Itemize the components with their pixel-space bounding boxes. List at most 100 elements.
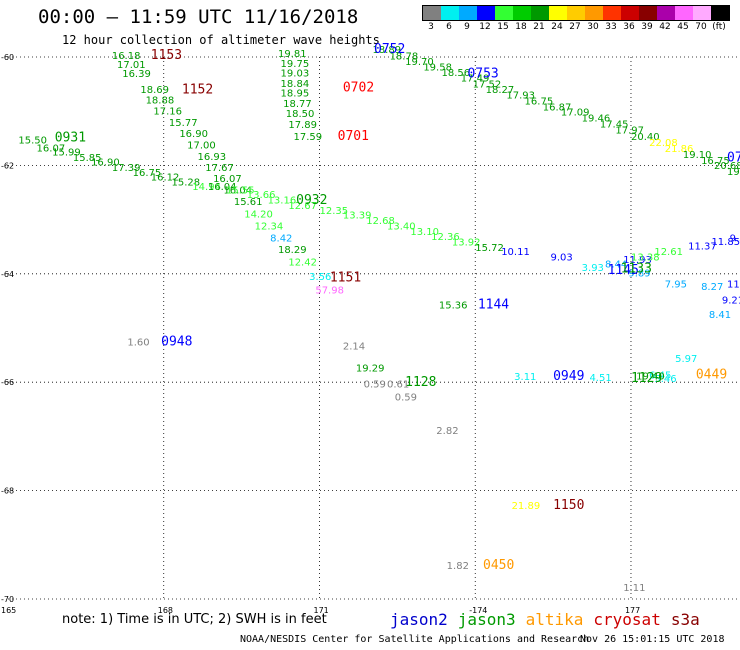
pass-time-label: 0449 xyxy=(696,367,727,382)
pass-time-label: 1151 xyxy=(330,270,361,285)
wave-height-value: 13.92 xyxy=(452,238,481,249)
wave-height-value: 1.11 xyxy=(623,583,645,594)
colorbar-swatch xyxy=(423,6,441,20)
wave-height-value: 19.03 xyxy=(281,69,310,80)
wave-height-value: 10.11 xyxy=(501,247,530,258)
satellite-legend-item: jason2 xyxy=(390,610,448,629)
wave-height-value: 16.75 xyxy=(525,97,554,108)
pass-time-label: 0932 xyxy=(296,193,327,208)
wave-height-value: 16.18 xyxy=(112,51,141,62)
wave-height-value: 13.10 xyxy=(410,227,439,238)
wave-height-value: 8.44 xyxy=(605,259,627,270)
pass-time-label: 0702 xyxy=(343,81,374,96)
wave-height-value: 17.00 xyxy=(187,141,216,152)
colorbar-swatch xyxy=(477,6,495,20)
pass-time-label: 0948 xyxy=(161,334,192,349)
wave-height-value: 16.75 xyxy=(701,156,730,167)
wave-height-value: 57.98 xyxy=(315,285,344,296)
wave-height-value: 16.87 xyxy=(543,103,572,114)
colorbar-label: 36 xyxy=(623,22,635,32)
wave-height-value: 21.86 xyxy=(665,144,694,155)
wave-height-value: 16.90 xyxy=(91,157,120,168)
pass-time-label: 1153 xyxy=(151,48,182,63)
satellite-legend-item: jason3 xyxy=(457,610,516,629)
axis-labels: -60 -62 -64 -66 -68 -70 165 168 171 -174 177 xyxy=(1,53,640,615)
wave-height-colorbar xyxy=(422,5,730,21)
wave-height-value: 3.56 xyxy=(309,272,331,283)
pass-time-label: 0753 xyxy=(467,67,498,82)
wave-height-value: 13.16 xyxy=(268,195,297,206)
wave-height-observations: 18.8918.7819.7019.5818.5617.4917.5218.27… xyxy=(18,45,740,594)
latitude-label: -62 xyxy=(1,161,14,170)
wave-height-value: 17.45 xyxy=(600,119,629,130)
wave-height-value: 0.59 xyxy=(395,393,417,404)
wave-height-value: 12.61 xyxy=(654,247,683,258)
map-subtitle: 12 hour collection of altimeter wave hei… xyxy=(62,33,380,47)
wave-height-value: 12.68 xyxy=(366,216,395,227)
colorbar-label: 9 xyxy=(464,22,470,32)
wave-height-value: 14.20 xyxy=(244,209,273,220)
pass-time-label: 0752 xyxy=(374,42,405,57)
satellite-pass-times: 1153 1152 0752 0753 0702 0701 0931 0932 1151 1144… xyxy=(55,42,740,573)
wave-height-value: 17.16 xyxy=(153,106,182,117)
pass-time-label: 0931 xyxy=(55,131,86,146)
colorbar-label: (ft) xyxy=(712,22,726,32)
credit-line: NOAA/NESDIS Center for Satellite Applica… xyxy=(240,634,590,645)
satellite-legend: jason2 jason3 altika cryosat s3a xyxy=(390,610,710,629)
wave-height-value: 8.41 xyxy=(709,310,731,321)
wave-height-value: 20.68 xyxy=(714,161,740,172)
wave-height-value: 18.77 xyxy=(283,99,312,110)
longitude-label: 168 xyxy=(158,606,173,615)
colorbar-swatch xyxy=(675,6,693,20)
pass-time-label: 0949 xyxy=(553,369,584,384)
colorbar-label: 27 xyxy=(569,22,581,32)
wave-height-value: 19.75 xyxy=(281,59,310,70)
pass-time-label: 1128 xyxy=(405,375,436,390)
colorbar-label: 15 xyxy=(497,22,509,32)
colorbar-swatch xyxy=(531,6,549,20)
wave-height-value: 17.93 xyxy=(506,91,535,102)
pass-time-label: 1152 xyxy=(182,82,213,97)
pass-time-label: 1144 xyxy=(478,297,509,312)
wave-height-value: 13.40 xyxy=(387,221,416,232)
wave-height-value: 15.55 xyxy=(226,186,255,197)
wave-height-value: 18.27 xyxy=(486,85,515,96)
wave-height-value: 17.97 xyxy=(615,125,644,136)
colorbar-swatch xyxy=(657,6,675,20)
wave-height-value: 18.78 xyxy=(390,52,419,63)
wave-height-value: 11.37 xyxy=(688,241,717,252)
generated-timestamp: Nov 26 15:01:15 UTC 2018 xyxy=(580,634,725,645)
wave-height-value: 19.58 xyxy=(423,63,452,74)
wave-height-value: 13.38 xyxy=(631,252,660,263)
satellite-legend-item: cryosat xyxy=(593,610,661,629)
colorbar-swatch xyxy=(585,6,603,20)
pass-time-label: 0450 xyxy=(483,558,514,573)
wave-height-value: 18.56 xyxy=(441,68,470,79)
colorbar-swatch xyxy=(621,6,639,20)
wave-height-value: 19.81 xyxy=(278,49,307,60)
wave-height-value: 17.01 xyxy=(117,60,146,71)
wave-height-value: 4.51 xyxy=(589,373,611,384)
colorbar-swatch xyxy=(513,6,531,20)
wave-height-value: 16.75 xyxy=(133,168,162,179)
colorbar-swatch xyxy=(639,6,657,20)
wave-height-value: 13.66 xyxy=(247,190,276,201)
wave-height-value: 12.36 xyxy=(431,232,460,243)
longitude-label: 171 xyxy=(313,606,328,615)
wave-height-value: 19.40 xyxy=(636,371,665,382)
wave-height-value: 15.72 xyxy=(475,243,504,254)
wave-height-value: 19.29 xyxy=(356,363,385,374)
wave-height-value: 15.61 xyxy=(234,197,263,208)
wave-height-value: 16.90 xyxy=(179,129,208,140)
map-title: 00:00 – 11:59 UTC 11/16/2018 xyxy=(38,6,359,28)
wave-height-value: 5.46 xyxy=(654,374,676,385)
wave-height-value: 22.08 xyxy=(649,138,678,149)
longitude-label: 177 xyxy=(625,606,640,615)
colorbar-swatch xyxy=(459,6,477,20)
longitude-label: -174 xyxy=(469,606,487,615)
colorbar-swatch xyxy=(711,6,729,20)
wave-height-value: 17.49 xyxy=(461,73,490,84)
wave-height-value: 17.39 xyxy=(112,163,141,174)
wave-height-value: 18.69 xyxy=(140,85,169,96)
wave-height-value: 12.35 xyxy=(319,206,348,217)
